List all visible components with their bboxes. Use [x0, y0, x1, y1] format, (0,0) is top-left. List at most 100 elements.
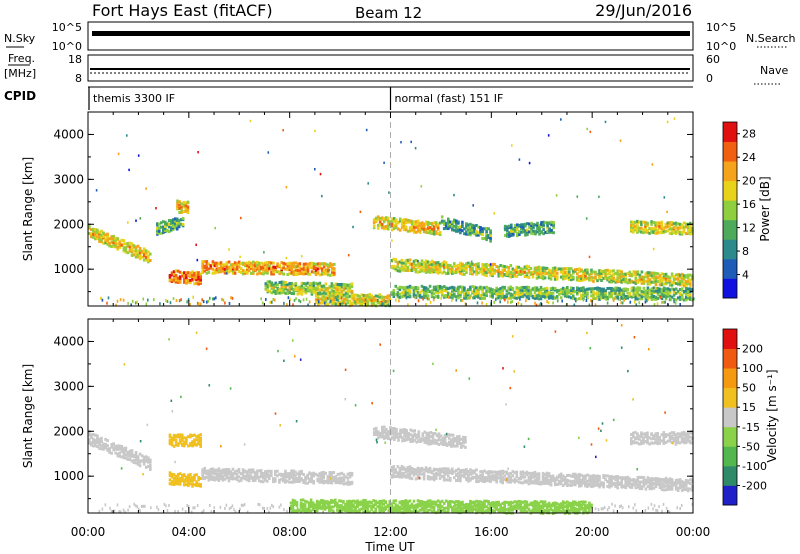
echo-cell: [523, 293, 527, 297]
colorbar-swatch: [723, 161, 737, 182]
echo-cell: [519, 506, 523, 510]
echo-cell: [638, 277, 642, 281]
echo-cell: [568, 270, 571, 274]
echo-cell: [372, 499, 375, 503]
echo-cell: [471, 228, 474, 232]
echo-cell: [278, 281, 282, 284]
echo-cell: [206, 300, 208, 304]
echo-cell: [92, 232, 95, 236]
echo-cell: [127, 221, 129, 224]
echo-cell: [100, 439, 103, 443]
echo-cell: [302, 290, 306, 294]
echo-cell: [693, 297, 695, 301]
echo-cell: [510, 227, 513, 231]
echo-cell: [503, 477, 506, 481]
echo-cell: [640, 292, 644, 295]
echo-cell: [195, 442, 198, 446]
echo-cell: [398, 295, 402, 299]
echo-cell: [400, 268, 404, 272]
echo-cell: [397, 435, 400, 439]
echo-cell: [444, 510, 448, 514]
echo-cell: [185, 439, 188, 443]
echo-cell: [331, 273, 334, 277]
echo-cell: [116, 247, 120, 251]
echo-cell: [380, 499, 383, 503]
echo-cell: [436, 265, 440, 269]
echo-cell: [358, 503, 361, 507]
echo-cell: [172, 473, 176, 477]
echo-cell: [660, 289, 664, 293]
echo-cell: [578, 502, 581, 506]
echo-cell: [396, 293, 400, 297]
echo-cell: [247, 479, 251, 483]
echo-cell: [252, 263, 255, 267]
echo-cell: [270, 471, 273, 475]
echo-cell: [174, 443, 178, 447]
echo-cell: [420, 185, 423, 188]
echo-cell: [110, 445, 113, 449]
echo-cell: [477, 502, 480, 505]
echo-cell: [326, 476, 330, 480]
echo-cell: [404, 266, 408, 270]
echo-cell: [511, 508, 515, 512]
echo-cell: [225, 474, 229, 478]
echo-cell: [588, 278, 591, 282]
echo-cell: [442, 222, 446, 226]
echo-cell: [183, 271, 186, 275]
echo-cell: [88, 437, 91, 441]
echo-cell: [100, 233, 103, 237]
echo-cell: [144, 458, 148, 462]
echo-cell: [147, 298, 149, 302]
echo-cell: [654, 277, 658, 281]
echo-cell: [245, 472, 249, 476]
echo-cell: [668, 221, 672, 225]
echo-cell: [662, 227, 666, 231]
echo-cell: [106, 447, 109, 451]
echo-cell: [636, 280, 640, 284]
echo-cell: [553, 266, 557, 270]
echo-cell: [312, 281, 316, 285]
echo-cell: [233, 263, 237, 267]
echo-cell: [541, 277, 545, 281]
echo-cell: [662, 289, 666, 292]
echo-cell: [384, 218, 388, 222]
echo-cell: [174, 478, 178, 481]
echo-cell: [352, 293, 356, 297]
echo-cell: [300, 267, 304, 271]
echo-cell: [465, 468, 468, 472]
echo-cell: [372, 503, 375, 507]
echo-cell: [114, 241, 117, 245]
echo-cell: [300, 292, 304, 296]
echo-cell: [390, 502, 394, 506]
echo-cell: [250, 271, 253, 275]
echo-cell: [315, 499, 319, 503]
echo-cell: [334, 282, 338, 286]
echo-cell: [654, 279, 658, 283]
echo-cell: [427, 442, 431, 446]
echo-cell: [168, 442, 172, 446]
echo-cell: [225, 476, 229, 480]
echo-cell: [290, 284, 294, 288]
echo-cell: [538, 232, 541, 236]
echo-cell: [493, 268, 496, 272]
echo-cell: [176, 276, 180, 280]
echo-cell: [424, 510, 428, 514]
echo-cell: [300, 472, 303, 475]
echo-cell: [543, 509, 547, 513]
echo-cell: [398, 469, 402, 473]
echo-cell: [456, 435, 459, 439]
echo-cell: [272, 298, 275, 301]
echo-cell: [513, 504, 517, 508]
echo-cell: [372, 296, 376, 299]
echo-cell: [382, 499, 385, 503]
echo-cell: [660, 294, 664, 298]
echo-cell: [672, 278, 676, 282]
echo-cell: [447, 433, 451, 437]
echo-cell: [634, 279, 638, 283]
echo-cell: [312, 471, 315, 475]
echo-cell: [545, 286, 549, 290]
echo-cell: [483, 236, 486, 240]
echo-cell: [346, 301, 350, 305]
echo-cell: [270, 281, 274, 285]
echo-cell: [384, 302, 388, 306]
